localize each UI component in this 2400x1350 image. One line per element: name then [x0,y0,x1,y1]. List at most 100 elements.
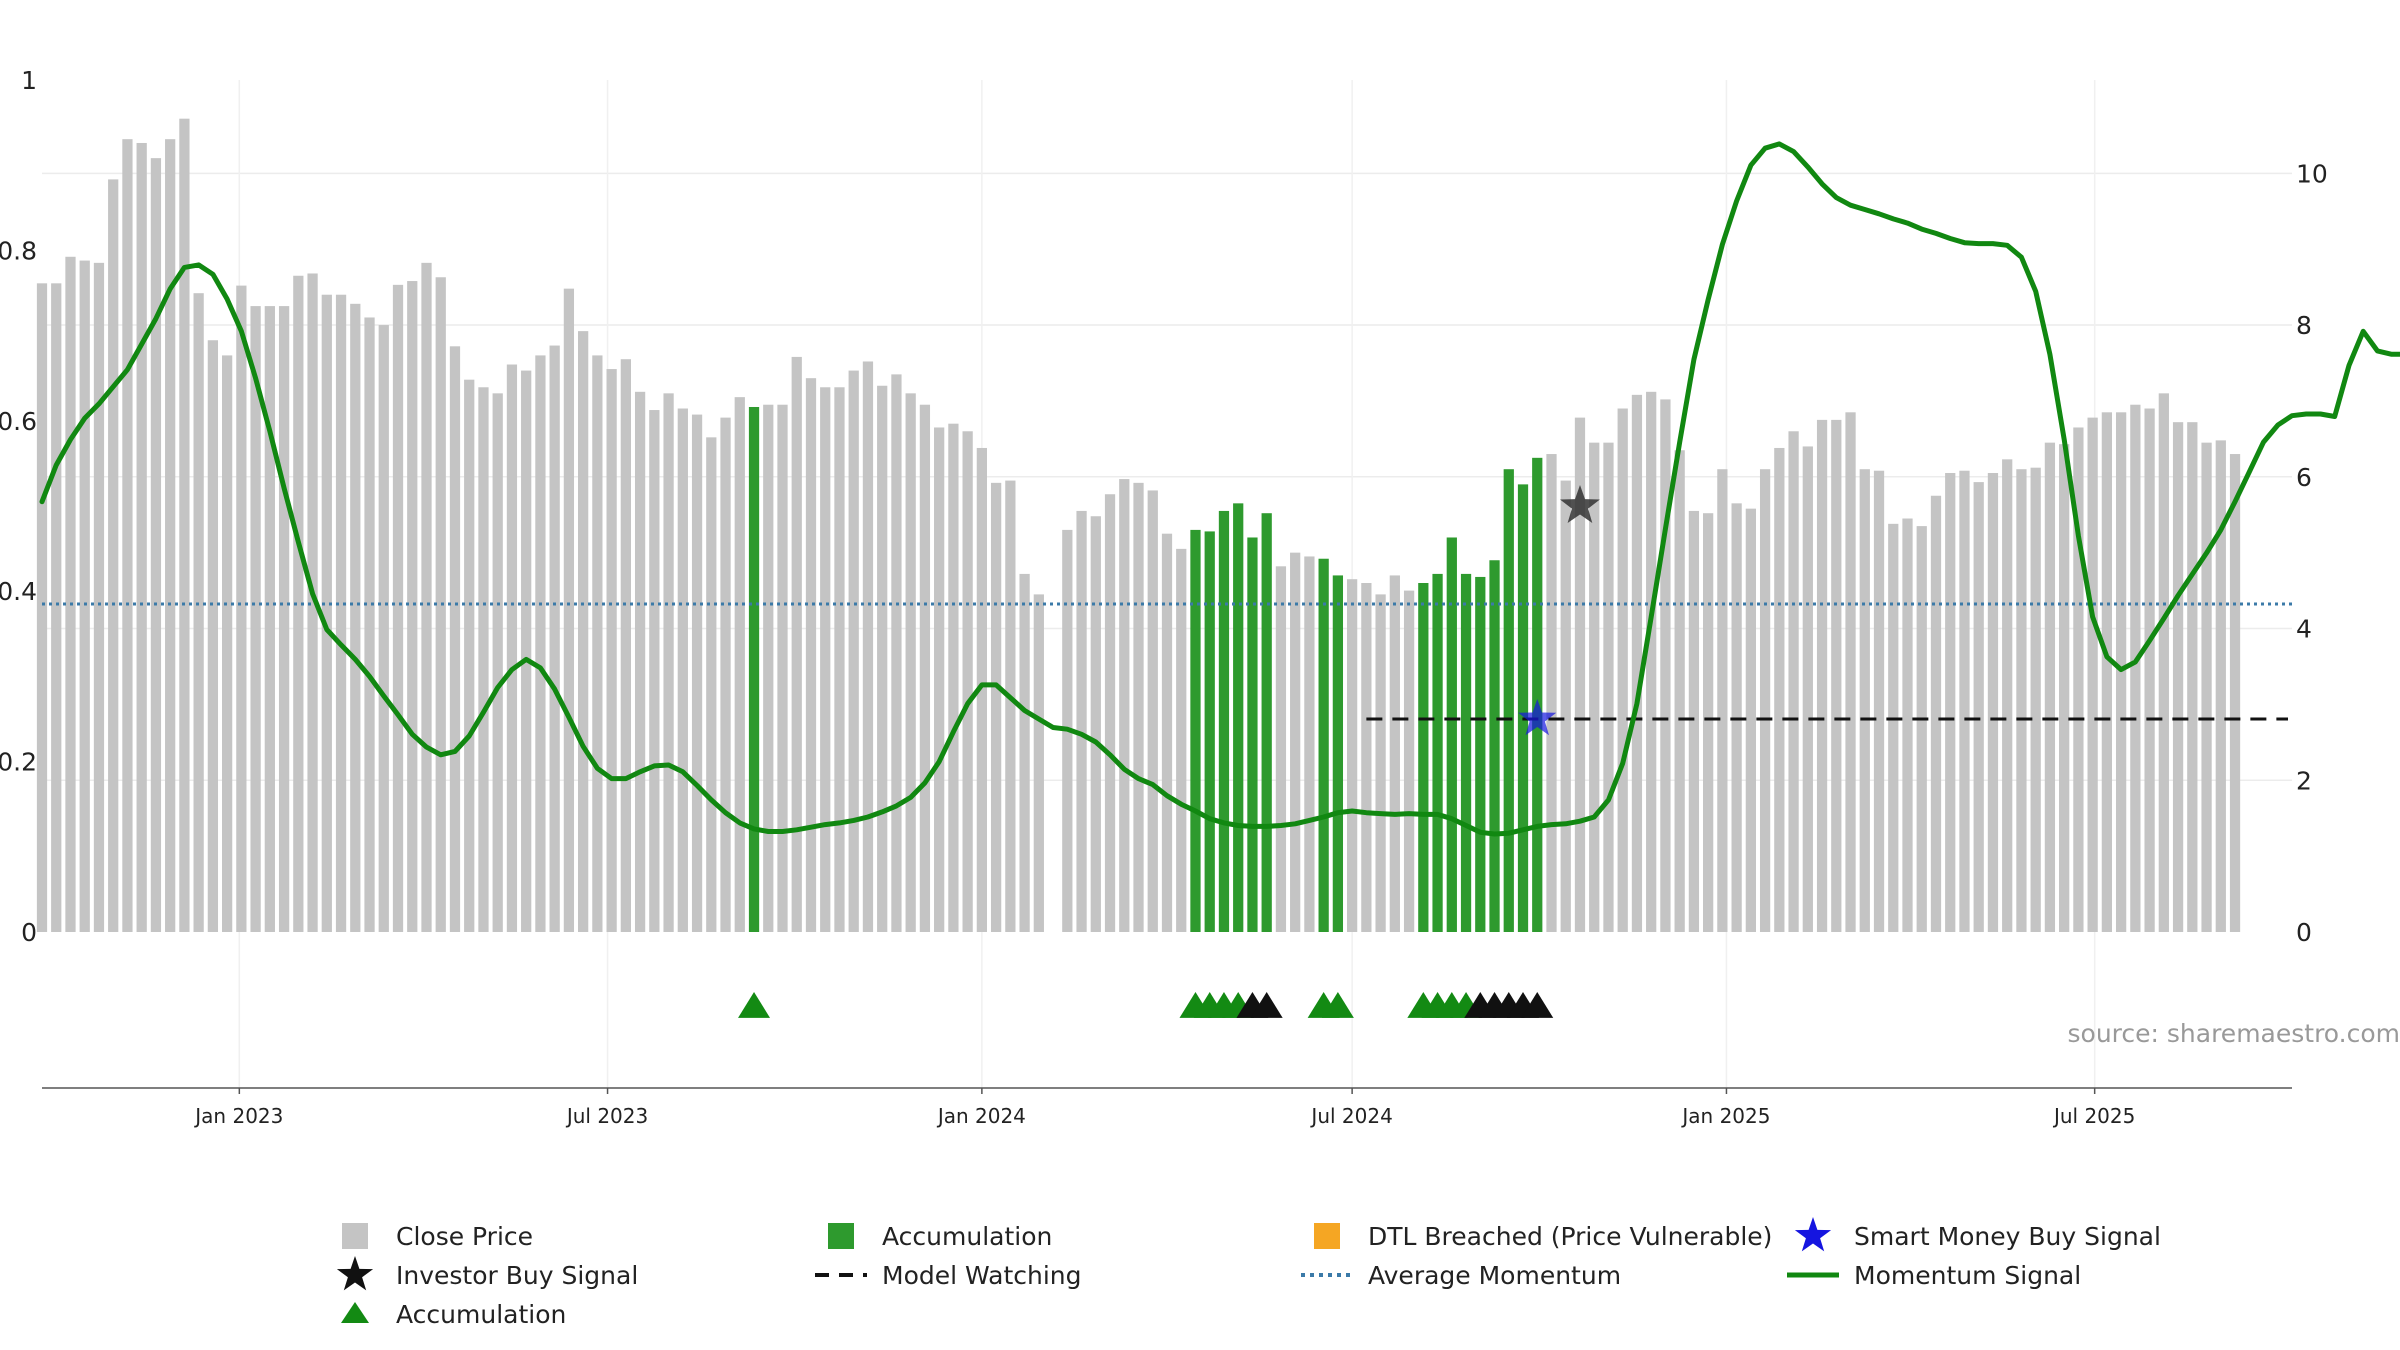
accumulation-bars [748,406,1543,933]
price-bar [791,356,802,933]
price-bar [2016,469,2027,932]
accumulation-bar [1489,560,1500,932]
accumulation-triangle [738,992,771,1018]
price-bar [1930,495,1942,932]
accumulation-bar [1517,484,1529,932]
legend-label: Model Watching [882,1261,1082,1290]
price-bar [1375,594,1386,932]
price-bar [1176,548,1187,932]
y-right-tick-label: 10 [2296,159,2328,188]
legend-triangle [341,1302,369,1323]
price-bar [136,142,147,933]
accumulation-bar [1532,457,1543,932]
legend-label: Close Price [396,1222,533,1251]
legend-label: Average Momentum [1368,1261,1621,1290]
price-bar [1005,480,1016,932]
smart-money-star [1518,699,1557,736]
price-bar [2215,440,2226,932]
price-bar [663,393,674,932]
price-bar [1888,523,1899,932]
price-bar [1560,480,1571,932]
x-tick-label: Jul 2024 [1309,1104,1392,1128]
legend-label: DTL Breached (Price Vulnerable) [1368,1222,1772,1251]
price-bar [1916,526,1927,932]
price-bar [421,262,432,932]
price-bar [1076,510,1087,932]
price-bar [350,303,361,932]
accumulation-bar [1475,576,1486,932]
price-bar [1660,399,1671,932]
price-bar [207,340,219,932]
price-bar [1816,419,1828,932]
price-bar [1873,470,1885,932]
price-bar [250,306,261,932]
price-bar [2158,393,2169,932]
price-bar [563,288,575,932]
price-bar [65,256,76,932]
price-bar [36,283,48,933]
price-bar [464,379,475,932]
price-bar [1902,518,1913,932]
price-bar [1745,508,1756,932]
price-bar [1631,394,1643,933]
price-bar [891,374,902,932]
y-left-tick-label: 0.4 [0,577,37,606]
price-bar [1290,552,1301,932]
price-bar [122,139,133,933]
x-tick-label: Jan 2023 [193,1104,283,1128]
price-bar [1831,419,1842,932]
legend-label: Accumulation [396,1300,566,1329]
price-bar [392,284,404,932]
price-bar [834,387,845,933]
price-bar [1090,516,1101,932]
price-bar [734,397,745,932]
price-bar [919,404,931,932]
price-bar [478,387,489,933]
accumulation-bar [1418,583,1429,932]
accumulation-bar [1204,531,1215,932]
reference-lines [42,602,2292,721]
accumulation-bar [1218,510,1230,932]
price-bar [2002,459,2013,932]
price-bar [620,359,631,932]
y-left-tick-label: 0.6 [0,407,37,436]
price-bar [1802,446,1813,932]
source-label: source: sharemaestro.com [2068,1019,2400,1048]
price-bar [535,355,546,932]
price-bar [2044,442,2056,932]
price-bar [179,118,190,932]
momentum-line [39,141,2400,837]
price-bar [492,393,503,932]
momentum-signal-line [39,141,2400,837]
y-left-tick-label: 1 [21,66,37,95]
price-bar [634,391,646,932]
price-bar [962,431,973,932]
price-bar [1646,391,1657,932]
price-bar [1759,469,1771,932]
price-bar [307,273,318,932]
price-bar [549,345,560,933]
legend-swatch [1314,1223,1340,1249]
price-bar [2087,417,2098,932]
price-bar [51,283,62,933]
price-bar [222,355,233,932]
price-bar [677,408,688,932]
price-bar [862,361,874,932]
legend-label: Smart Money Buy Signal [1854,1222,2161,1251]
accumulation-bar [1247,537,1258,932]
price-bar [2187,422,2198,932]
price-bar [976,447,987,932]
price-bar [1688,510,1700,932]
price-bar [1275,566,1287,932]
price-bar [592,355,603,932]
price-bar [2144,408,2155,932]
y-left-tick-label: 0.8 [0,236,37,265]
price-bar [2201,442,2212,932]
accumulation-bar [1332,575,1344,932]
price-bar [1147,490,1158,932]
price-bar [1945,472,1956,932]
price-bar [1973,482,1984,932]
price-bar [449,346,461,932]
price-bar [1104,494,1116,932]
